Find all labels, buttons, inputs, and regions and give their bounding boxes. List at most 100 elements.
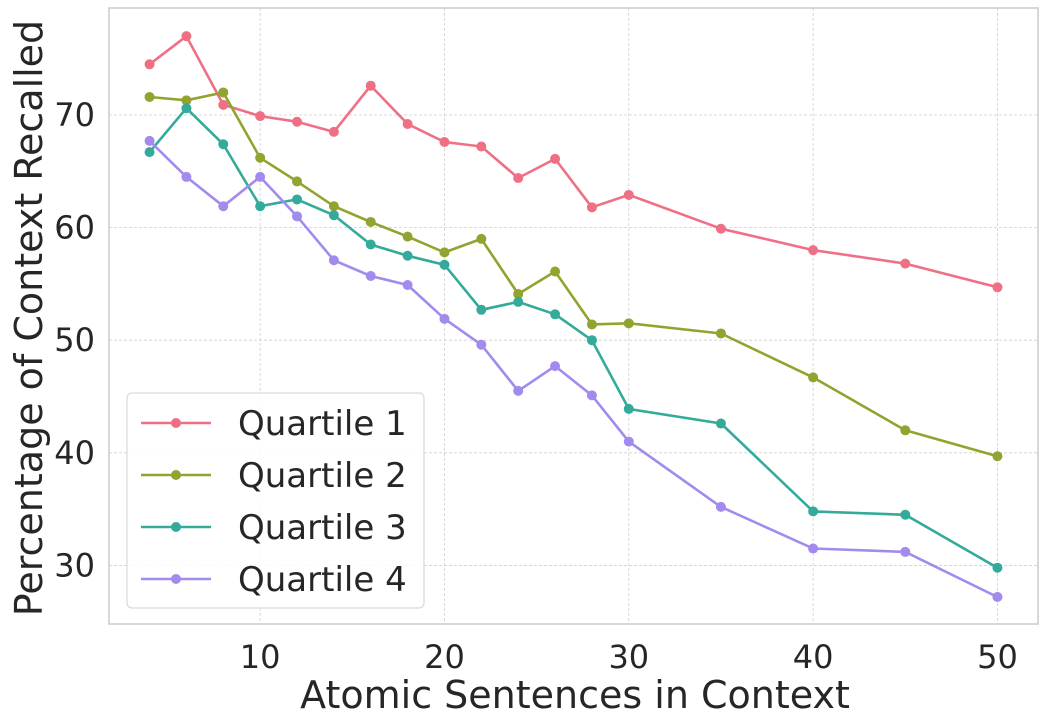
data-point	[402, 231, 413, 242]
y-tick-label: 60	[54, 209, 95, 247]
data-point	[144, 135, 155, 146]
data-point	[181, 103, 192, 114]
data-point	[365, 271, 376, 282]
data-point	[715, 501, 726, 512]
x-tick-label: 10	[240, 638, 281, 676]
data-point	[550, 153, 561, 164]
data-point	[328, 126, 339, 137]
series-2	[144, 87, 1003, 462]
data-point	[513, 173, 524, 184]
data-point	[292, 116, 303, 127]
series-1	[144, 31, 1003, 293]
data-point	[218, 99, 229, 110]
data-point	[476, 233, 487, 244]
data-point	[181, 171, 192, 182]
data-point	[550, 361, 561, 372]
data-point	[715, 418, 726, 429]
series-4	[144, 135, 1003, 602]
data-point	[623, 403, 634, 414]
data-point	[181, 95, 192, 106]
legend-box	[126, 392, 425, 609]
data-point	[292, 176, 303, 187]
data-point	[181, 31, 192, 42]
data-point	[255, 171, 266, 182]
legend-entry: Quartile 2	[141, 456, 407, 496]
data-point	[715, 223, 726, 234]
legend-marker	[171, 470, 181, 480]
data-point	[439, 313, 450, 324]
data-point	[900, 425, 911, 436]
y-tick-label: 30	[54, 546, 95, 584]
data-point	[292, 211, 303, 222]
data-point	[439, 137, 450, 148]
data-point	[513, 296, 524, 307]
data-point	[513, 289, 524, 300]
y-axis-label: Percentage of Context Recalled	[7, 20, 51, 616]
series-line	[148, 34, 998, 289]
data-point	[255, 152, 266, 163]
legend-entry: Quartile 1	[141, 404, 407, 444]
data-point	[218, 201, 229, 212]
data-point	[365, 80, 376, 91]
data-point	[144, 59, 155, 70]
legend-label: Quartile 2	[238, 456, 407, 496]
data-point	[218, 87, 229, 98]
legend-entry: Quartile 4	[141, 560, 407, 600]
series-3	[144, 103, 1003, 573]
data-point	[402, 118, 413, 129]
data-point	[808, 506, 819, 517]
data-point	[550, 266, 561, 277]
legend-marker	[171, 522, 181, 532]
legend-marker	[171, 574, 181, 584]
data-point	[402, 250, 413, 261]
y-tick-label: 50	[54, 321, 95, 359]
data-point	[586, 319, 597, 330]
data-point	[144, 147, 155, 158]
data-point	[586, 390, 597, 401]
data-point	[992, 591, 1003, 602]
data-point	[328, 210, 339, 221]
series-line	[149, 91, 998, 458]
data-point	[476, 304, 487, 315]
data-point	[623, 189, 634, 200]
series-line	[148, 106, 999, 569]
series-layer	[144, 31, 1003, 602]
y-tick-label: 70	[54, 96, 95, 134]
data-point	[586, 202, 597, 213]
legend-label: Quartile 4	[238, 560, 407, 600]
x-tick-label: 20	[424, 638, 465, 676]
plot-frame	[108, 7, 1039, 625]
data-point	[900, 546, 911, 557]
data-point	[365, 216, 376, 227]
data-point	[144, 91, 155, 102]
data-point	[808, 245, 819, 256]
data-point	[586, 335, 597, 346]
data-point	[328, 255, 339, 266]
data-point	[476, 339, 487, 350]
data-point	[292, 194, 303, 205]
data-point	[900, 509, 911, 520]
data-point	[900, 258, 911, 269]
y-tick-labels: 30 40 50 60 70	[54, 96, 95, 584]
x-axis-label: Atomic Sentences in Context	[300, 673, 850, 717]
legend-label: Quartile 3	[238, 508, 407, 548]
data-point	[808, 543, 819, 554]
data-point	[992, 282, 1003, 293]
data-point	[992, 451, 1003, 462]
x-tick-labels: 10 20 30 40 50	[240, 638, 1018, 676]
data-point	[365, 239, 376, 250]
legend: Quartile 1 Quartile 2 Quartile 3 Quartile 4	[126, 392, 425, 609]
legend-marker	[171, 418, 181, 428]
legend-entry: Quartile 3	[141, 508, 407, 548]
series-line	[148, 139, 998, 599]
data-point	[623, 318, 634, 329]
data-point	[715, 328, 726, 339]
data-point	[218, 139, 229, 150]
data-point	[402, 280, 413, 291]
x-tick-label: 30	[608, 638, 649, 676]
data-point	[992, 562, 1003, 573]
data-point	[513, 385, 524, 396]
data-point	[550, 309, 561, 320]
legend-label: Quartile 1	[238, 404, 407, 444]
